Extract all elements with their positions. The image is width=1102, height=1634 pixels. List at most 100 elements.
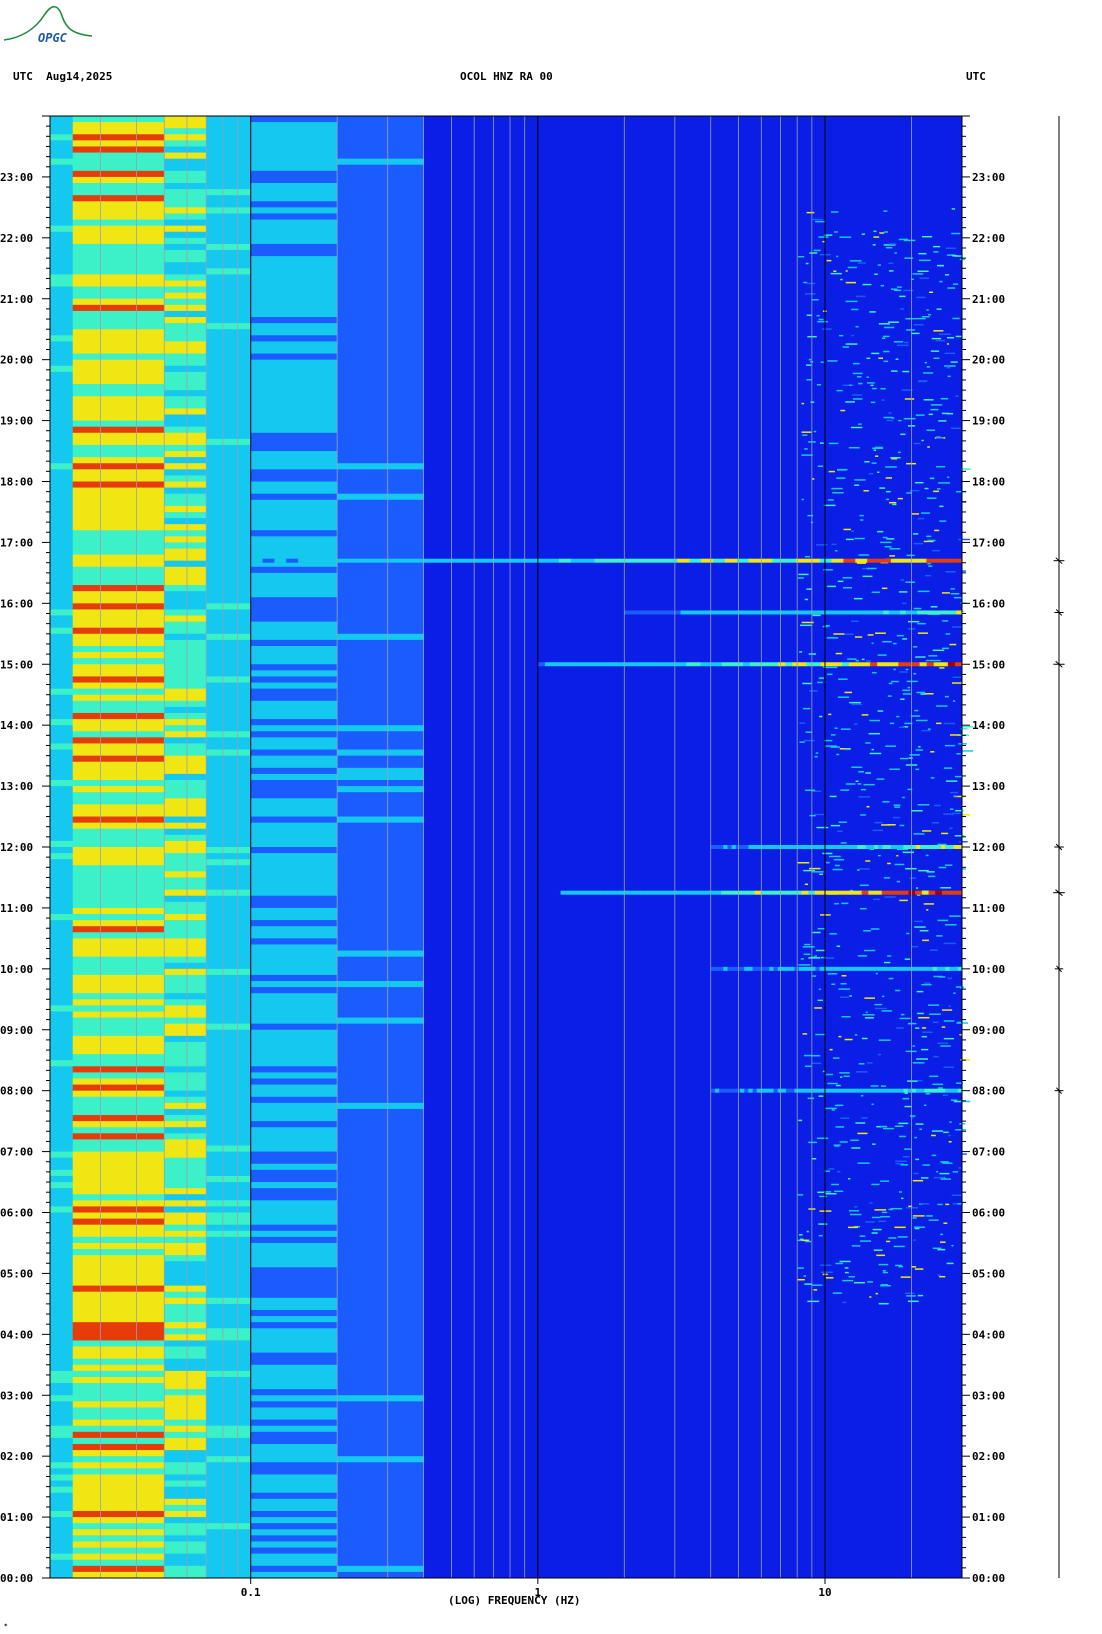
spectrogram-cell [206,1194,252,1201]
spectrogram-cell [206,347,252,355]
spectrogram-cell [164,237,207,245]
spectrogram-cell [250,1108,338,1116]
noise-speck [888,262,894,265]
spectrogram-cell [164,609,207,617]
event-line [882,845,888,849]
event-line [807,845,812,849]
spectrogram-cell [206,1517,252,1524]
spectrogram-cell [250,1346,338,1354]
event-line [560,890,568,895]
noise-speck [945,274,950,276]
spectrogram-cell [423,1066,963,1073]
spectrogram-cell [72,1236,165,1244]
spectrogram-cell [164,1553,207,1561]
spectrogram-cell [250,877,338,885]
noise-speck [959,841,968,843]
noise-speck [952,254,958,257]
event-line [759,610,766,615]
spectrogram-cell [206,1035,252,1043]
spectrogram-cell [50,335,74,342]
spectrogram-cell [423,341,963,348]
spectrogram-cell [50,524,74,531]
noise-speck [880,284,885,287]
y-tick-label-right: 00:00 [972,1572,1005,1585]
event-line [708,610,715,615]
noise-speck [847,266,857,269]
spectrogram-cell [164,518,207,525]
spectrogram-cell [337,749,425,757]
noise-speck [917,270,929,273]
spectrogram-cell [250,1212,338,1220]
spectrogram-cell [250,530,338,537]
noise-speck [866,567,877,570]
spectrogram-cell [164,731,207,738]
noise-speck [797,577,804,579]
spectrogram-cell [72,335,165,342]
noise-speck [946,366,951,369]
spectrogram-cell [423,999,963,1006]
noise-speck [902,370,910,373]
spectrogram-cell [206,140,252,147]
noise-speck [821,1271,833,1274]
spectrogram-cell [423,1200,963,1207]
spectrogram-cell [423,1450,963,1457]
spectrogram-cell [164,895,207,903]
y-tick-label-right: 09:00 [972,1024,1005,1037]
event-line [865,845,871,849]
noise-speck [931,337,942,340]
event-line [665,558,678,563]
event-line [781,1088,787,1093]
spectrogram-cell [164,743,207,751]
spectrogram-cell [206,822,252,830]
spectrogram-cell [250,1450,338,1457]
spectrogram-cell [164,225,207,233]
spectrogram-cell [337,1188,425,1195]
spectrogram-cell [337,1242,425,1250]
spectrogram-cell [72,1249,165,1256]
spectrogram-cell [250,865,338,872]
spectrogram-cell [423,981,963,988]
spectrogram-cell [206,426,252,434]
noise-speck [840,409,846,412]
spectrogram-cell [423,993,963,1000]
spectrogram-cell [164,1364,207,1372]
spectrogram-cell [250,548,338,556]
noise-speck [910,715,921,717]
spectrogram-cell [50,1547,74,1555]
event-line [440,558,453,563]
spectrogram-cell [50,444,74,452]
noise-speck [899,295,906,298]
spectrogram-cell [250,225,338,233]
spectrogram-cell [423,1468,963,1475]
spectrogram-cell [250,603,338,610]
event-line [799,662,807,667]
spectrogram-cell [206,938,252,945]
noise-speck [951,232,961,235]
spectrogram-cell [50,1297,74,1305]
spectrogram-cell [337,310,425,318]
noise-speck [884,896,896,898]
noise-speck [810,401,815,403]
spectrogram-cell [423,493,963,501]
spectrogram-cell [337,164,425,172]
logo-text: OPGC [38,31,68,45]
spectrogram-cell [206,487,252,495]
event-line [669,610,676,615]
spectrogram-cell [206,627,252,635]
noise-speck [912,1045,916,1047]
event-line [744,966,749,971]
noise-speck [899,1017,911,1020]
noise-speck [928,565,933,567]
spectrogram-cell [206,1437,252,1445]
spectrogram-cell [337,840,425,848]
event-line [250,558,264,563]
event-line [928,610,935,615]
spectrogram-cell [206,755,252,763]
spectrogram-cell [206,183,252,190]
spectrogram-cell [423,633,963,641]
x-tick-label: 10 [818,1586,831,1599]
noise-speck [811,1062,822,1065]
event-line [587,890,595,895]
event-line [926,558,939,563]
noise-speck [874,273,878,275]
